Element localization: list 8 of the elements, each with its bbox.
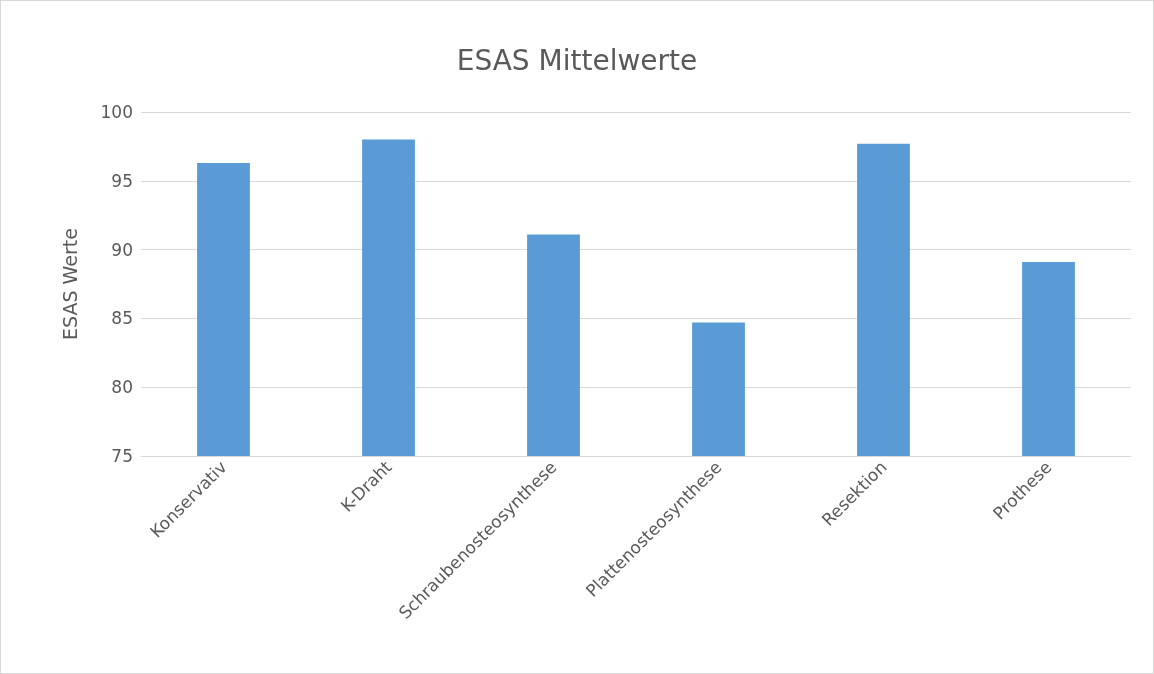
y-tick-label: 100	[100, 102, 133, 122]
y-tick-label: 90	[111, 239, 133, 260]
y-tick-label: 80	[111, 377, 133, 398]
y-tick-label: 95	[111, 170, 133, 191]
y-axis-title: ESAS Werte	[58, 228, 81, 340]
y-tick-label: 85	[111, 308, 133, 329]
y-tick-label: 75	[111, 446, 133, 466]
chart-title: ESAS Mittelwerte	[456, 43, 698, 77]
